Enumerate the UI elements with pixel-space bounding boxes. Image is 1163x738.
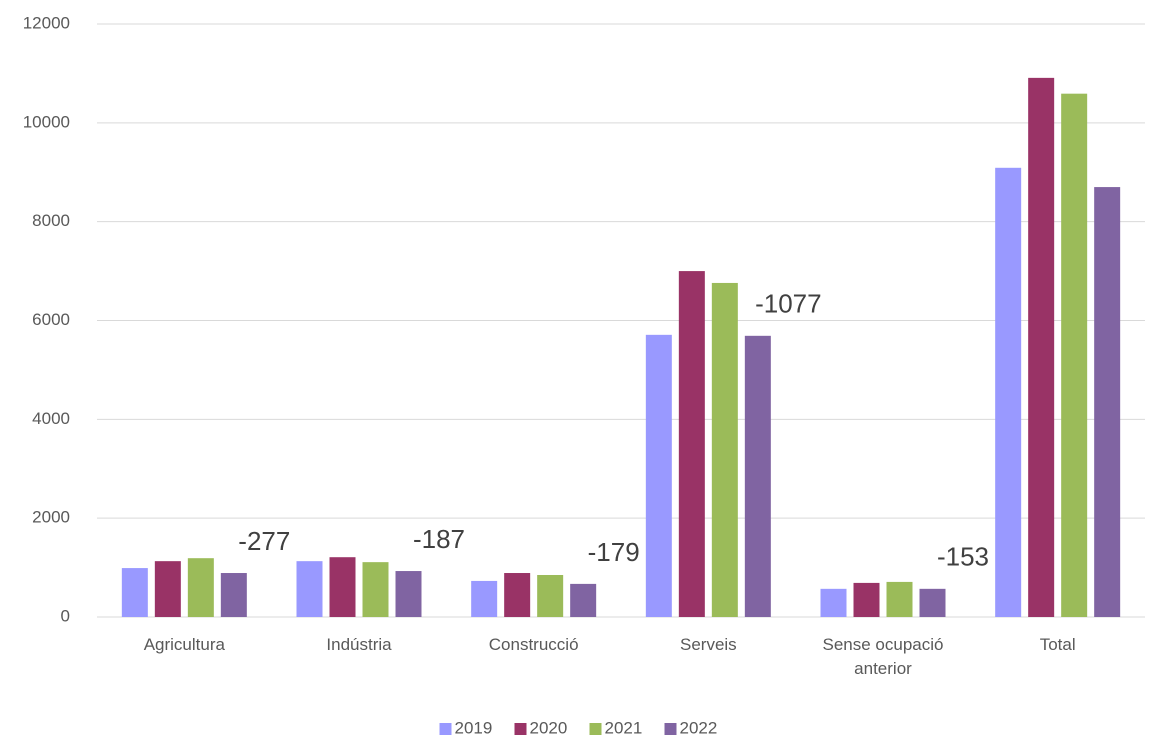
bar — [362, 562, 389, 617]
legend-label: 2019 — [455, 718, 493, 737]
legend-swatch — [514, 723, 527, 735]
bar — [711, 282, 738, 617]
bar — [1028, 77, 1055, 618]
bar — [537, 574, 564, 617]
annotation: -179 — [588, 537, 640, 567]
bar — [504, 573, 531, 617]
x-tick-label: Serveis — [679, 635, 737, 654]
bar — [329, 557, 356, 617]
bar — [187, 558, 214, 617]
bar — [1094, 187, 1121, 617]
bar — [853, 582, 880, 617]
legend-swatch — [439, 723, 452, 735]
bar — [471, 580, 498, 617]
annotation: -153 — [937, 542, 989, 572]
bar — [154, 561, 181, 617]
bar — [995, 167, 1022, 618]
x-tick-label: Total — [1039, 635, 1076, 654]
bar — [1061, 93, 1088, 618]
annotation: -187 — [413, 524, 465, 554]
bar — [570, 583, 597, 617]
bar — [886, 581, 913, 617]
x-tick-label: Construcció — [488, 635, 579, 654]
y-tick-label: 12000 — [23, 13, 70, 32]
bar — [121, 568, 148, 617]
legend-swatch — [664, 723, 677, 735]
y-tick-label: 4000 — [32, 409, 70, 428]
bar — [645, 334, 672, 617]
y-tick-label: 10000 — [23, 112, 70, 131]
x-tick-label: Agricultura — [143, 635, 225, 654]
bar — [220, 573, 247, 617]
y-tick-label: 6000 — [32, 310, 70, 329]
legend-label: 2022 — [680, 718, 718, 737]
x-tick-label: Indústria — [326, 635, 392, 654]
y-tick-label: 8000 — [32, 211, 70, 230]
annotation: -277 — [238, 526, 290, 556]
bar — [820, 588, 847, 617]
bar — [296, 561, 323, 617]
y-tick-label: 2000 — [32, 508, 70, 527]
bar — [678, 271, 705, 617]
annotation: -1077 — [755, 289, 822, 319]
legend-label: 2021 — [605, 718, 643, 737]
bar — [744, 335, 771, 617]
y-tick-label: 0 — [61, 606, 70, 625]
x-tick-label: Sense ocupació anterior — [822, 635, 944, 678]
legend-swatch — [589, 723, 602, 735]
legend-label: 2020 — [530, 718, 568, 737]
bar — [395, 571, 422, 617]
bar — [919, 588, 946, 617]
